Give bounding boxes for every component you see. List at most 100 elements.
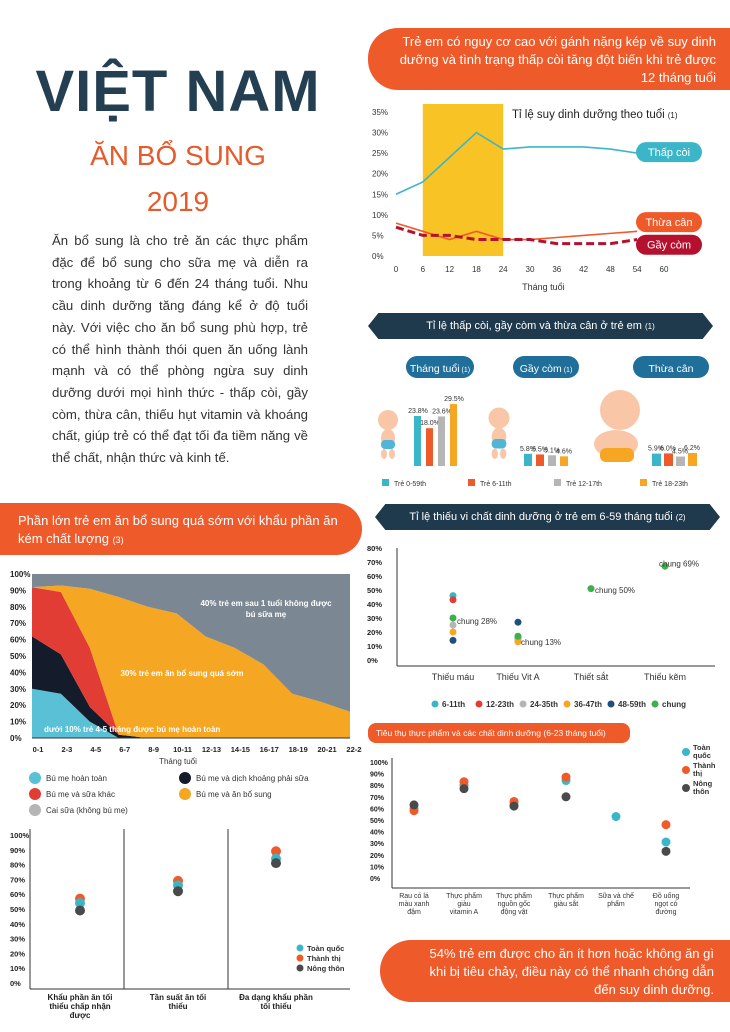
baby-figure — [378, 410, 398, 459]
legend-dot — [682, 748, 690, 756]
y-tick-label: 50% — [367, 586, 382, 595]
banner-micronutrients-ref: (2) — [675, 513, 686, 522]
x-tick-label: 6-7 — [119, 745, 130, 754]
legend-label: Nông thôn — [693, 779, 713, 796]
x-tick-label: 12 — [445, 265, 454, 274]
x-tick-label: 24 — [499, 265, 508, 274]
bar — [676, 456, 685, 466]
data-point — [661, 837, 671, 847]
data-point — [271, 858, 281, 869]
baby-diaper — [491, 439, 507, 449]
bar — [450, 404, 457, 466]
y-tick-label: 0% — [372, 252, 384, 261]
x-tick-label-line: Rau có lá — [399, 893, 429, 900]
legend-label: Bú mẹ và sữa khác — [46, 790, 115, 799]
legend-label: 12-23th — [486, 700, 514, 709]
bar-value-label: 5.8% — [520, 446, 536, 453]
bar-value-label: 18.0% — [420, 420, 440, 427]
y-tick-label: 25% — [372, 149, 388, 158]
y-tick-label: 10% — [10, 964, 25, 973]
banner-rates: Tỉ lệ thấp còi, gầy còm và thừa cân ở tr… — [368, 313, 713, 339]
bar — [652, 453, 661, 466]
y-tick-label: 0% — [10, 979, 21, 988]
annotation: 40% trẻ em sau 1 tuổi không được bú sữa m… — [200, 599, 332, 619]
x-tick-label-line: màu xanh — [399, 901, 430, 908]
legend-dot — [179, 772, 191, 784]
baby-leg — [500, 448, 507, 459]
legend-label-line: thị — [693, 769, 702, 778]
legend-label: Thành thị — [307, 954, 341, 963]
legend-dot — [296, 944, 304, 952]
legend-label: 36-47th — [574, 700, 602, 709]
bar-value-label: 29.5% — [444, 396, 464, 403]
series-line-2 — [395, 225, 638, 246]
x-tick-label-line: nguồn gốc — [498, 899, 531, 908]
area-series-4 — [32, 574, 350, 712]
bar — [688, 452, 697, 466]
bar — [524, 453, 532, 466]
chart-title-ref: (1) — [668, 111, 678, 120]
bar — [548, 455, 556, 466]
y-tick-label: 5% — [372, 231, 384, 240]
group-label-ref: (1) — [462, 367, 471, 374]
x-tick-label: 16-17 — [260, 745, 279, 754]
y-tick-label: 30% — [372, 129, 388, 138]
series-line-0 — [395, 131, 638, 196]
legend-dot — [682, 784, 690, 792]
x-tick-label-line: được — [70, 1011, 91, 1020]
y-tick-label: 10% — [10, 718, 26, 727]
x-tick-label-line: Sữa và chế — [598, 891, 634, 900]
legend-dot — [475, 700, 483, 708]
group-label-pill — [633, 356, 709, 378]
annotation-line: 40% trẻ em sau 1 tuổi không được — [200, 599, 332, 608]
y-tick-label: 60% — [10, 890, 25, 899]
y-tick-label: 30% — [370, 841, 385, 848]
legend-label-line: thôn — [693, 787, 710, 796]
data-point — [449, 621, 457, 629]
x-tick-label: 36 — [552, 265, 561, 274]
baby-diaper — [600, 448, 634, 462]
bar-value-label: 5.1% — [544, 447, 560, 454]
series-label-pill — [636, 142, 702, 163]
chart-malnutrition-by-age: 0% 5% 10% 15% 20% 25% 30% 35% 0 6 12 18 24 30 36 42 48 54… — [372, 104, 702, 292]
legend-dot — [29, 788, 41, 800]
legend-label: Trẻ 0-59th — [394, 481, 426, 488]
data-point — [514, 618, 522, 626]
x-tick-label-line: ngọt có — [655, 901, 678, 908]
y-tick-label: 20% — [367, 628, 382, 637]
y-tick-label: 30% — [10, 685, 26, 694]
y-tick-label: 100% — [370, 760, 389, 767]
x-tick-label: 0-1 — [33, 745, 44, 754]
bar — [664, 453, 673, 466]
group-label-ref: (1) — [564, 367, 573, 374]
chart-breastfeeding-area: 0% 10% 20% 30% 40% 50% 60% 70% 80% 90% 100% 0-1 2-3 4… — [10, 570, 362, 816]
chart-diet-indicators: 0% 10% 20% 30% 40% 50% 60% 70% 80% 90% 100% Khẩu ph… — [10, 829, 350, 1020]
x-tick-label-line: Thực phẩm — [446, 892, 482, 900]
y-tick-label: 80% — [370, 783, 385, 790]
legend-dot — [563, 700, 571, 708]
x-tick-label-line: đường — [656, 909, 677, 916]
subtitle-year: 2019 — [146, 186, 210, 217]
data-point — [459, 777, 469, 787]
y-tick-label: 50% — [10, 905, 25, 914]
x-tick-label-line: thiểu chấp nhận — [49, 1002, 110, 1011]
y-tick-label: 30% — [367, 614, 382, 623]
x-tick-label: 8-9 — [148, 745, 159, 754]
x-tick-label: Thực phẩm giàu sắt — [548, 892, 584, 908]
legend-label-line: Thành — [693, 761, 716, 770]
data-point — [661, 846, 671, 856]
x-tick-label: 10-11 — [173, 745, 192, 754]
y-tick-label: 0% — [10, 734, 22, 743]
y-tick-label: 50% — [10, 652, 26, 661]
legend-dot — [682, 766, 690, 774]
y-tick-label: 20% — [10, 701, 26, 710]
legend-dot — [296, 954, 304, 962]
legend-label: 24-35th — [530, 700, 558, 709]
y-tick-label: 10% — [370, 864, 385, 871]
data-point — [514, 638, 522, 646]
group-label: Thừa cân — [649, 363, 694, 375]
baby-head — [488, 407, 510, 429]
chart-food-consumption: Tiêu thụ thực phẩm và các chất dinh dưỡn… — [368, 723, 716, 916]
x-tick-label-line: Thực phẩm — [548, 892, 584, 900]
x-tick-label: Tần suất ăn tối thiểu — [150, 993, 206, 1011]
